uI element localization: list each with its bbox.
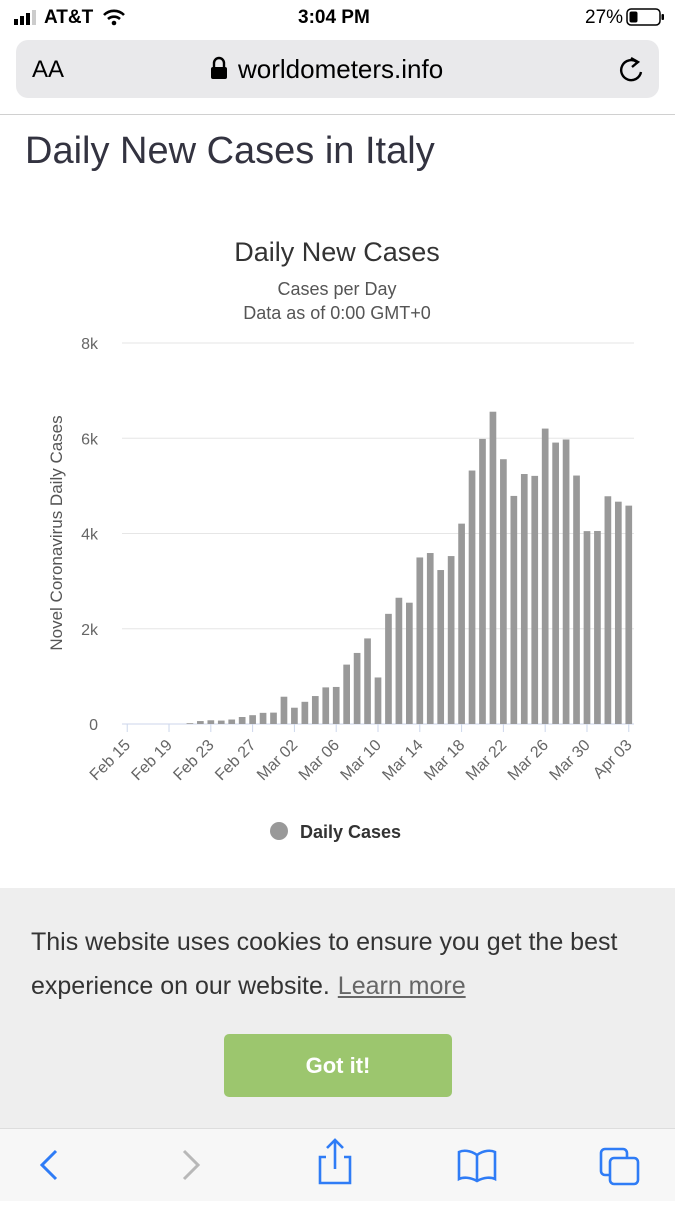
bar [583,531,591,724]
chart-title: Daily New Cases [234,237,440,267]
bar [594,530,601,724]
bar [343,664,350,724]
separator [0,114,675,115]
x-tick-label: Feb 19 [129,737,176,784]
bar [270,712,277,724]
chart-subtitle: Data as of 0:00 GMT+0 [243,303,431,323]
back-button[interactable] [39,1149,58,1181]
reload-icon[interactable] [617,55,645,85]
x-tick-label: Mar 10 [338,737,385,784]
chart-subtitle: Cases per Day [277,279,396,299]
bar [625,505,633,724]
bar [217,720,225,724]
carrier: AT&T [44,7,94,28]
x-tick-label: Feb 15 [87,737,134,784]
bar [437,570,445,724]
x-tick-label: Mar 26 [505,737,552,784]
bar [280,696,288,724]
x-tick-label: Apr 03 [590,737,635,782]
status-bar: AT&T 3:04 PM 27% [0,0,675,36]
bar [322,687,330,724]
learn-more-link[interactable]: Learn more [337,972,466,1000]
x-tick-label: Mar 14 [379,737,426,784]
legend-label: Daily Cases [300,822,401,842]
bar [520,474,528,724]
bar [353,652,361,724]
browser-toolbar [0,1128,675,1201]
bar [531,475,539,724]
cookie-text: This website uses cookies to ensure you … [31,928,618,1000]
bar [500,459,507,724]
time: 3:04 PM [298,7,370,28]
x-tick-label: Feb 27 [212,737,259,784]
bar [249,715,256,724]
x-tick-label: Feb 23 [170,737,217,784]
bar [614,501,622,724]
bar [186,723,194,724]
wifi-icon [103,9,125,26]
toolbar-icons [39,1138,640,1186]
bar [479,438,486,724]
legend-marker [270,822,288,840]
bar [416,557,424,724]
forward-button[interactable] [182,1149,201,1181]
url[interactable]: worldometers.info [238,54,444,84]
x-tick-label: Mar 06 [296,737,343,784]
bar [447,556,455,724]
battery-percent: 27% [585,7,624,28]
bar [573,475,580,724]
bar [604,496,612,724]
bar [552,442,559,724]
signal-icon [14,10,36,25]
bar [395,597,403,724]
bar [406,602,413,724]
x-tick-label: Mar 02 [254,737,301,784]
bar [510,495,518,724]
tabs-button[interactable] [599,1147,640,1186]
url-bar[interactable]: AA worldometers.info [16,40,659,98]
bar [385,613,392,724]
bar [374,677,382,724]
chart: Daily New Cases Cases per Day Data as of… [47,237,636,842]
bar [489,411,497,724]
text-size-button[interactable]: AA [32,56,65,83]
y-axis-label: Novel Coronavirus Daily Cases [47,415,66,650]
bar [291,707,298,724]
bar [364,638,371,724]
bar [228,719,236,724]
bar [562,439,570,724]
bar [301,701,309,724]
cookie-message: This website uses cookies to ensure you … [31,920,651,1008]
y-tick-label: 8k [81,336,99,353]
battery-icon [626,8,664,26]
bar [426,553,434,724]
y-tick-label: 2k [81,622,99,639]
bar [207,720,215,724]
bar [259,712,267,724]
bar [197,721,204,724]
x-tick-label: Mar 30 [547,737,594,784]
y-tick-label: 6k [81,431,99,448]
page-heading: Daily New Cases in Italy [25,130,435,172]
x-tick-label: Mar 18 [421,737,468,784]
accept-button[interactable]: Got it! [224,1034,452,1097]
bar [238,716,246,724]
y-tick-label: 4k [81,527,99,544]
share-button[interactable] [318,1138,352,1185]
bar [458,523,465,724]
bar [332,686,340,724]
bookmarks-button[interactable] [457,1149,497,1183]
y-tick-label: 0 [89,717,98,734]
bar [541,428,549,724]
x-tick-label: Mar 22 [463,737,510,784]
bar [468,470,476,724]
lock-icon [211,56,227,79]
bar [311,696,319,724]
